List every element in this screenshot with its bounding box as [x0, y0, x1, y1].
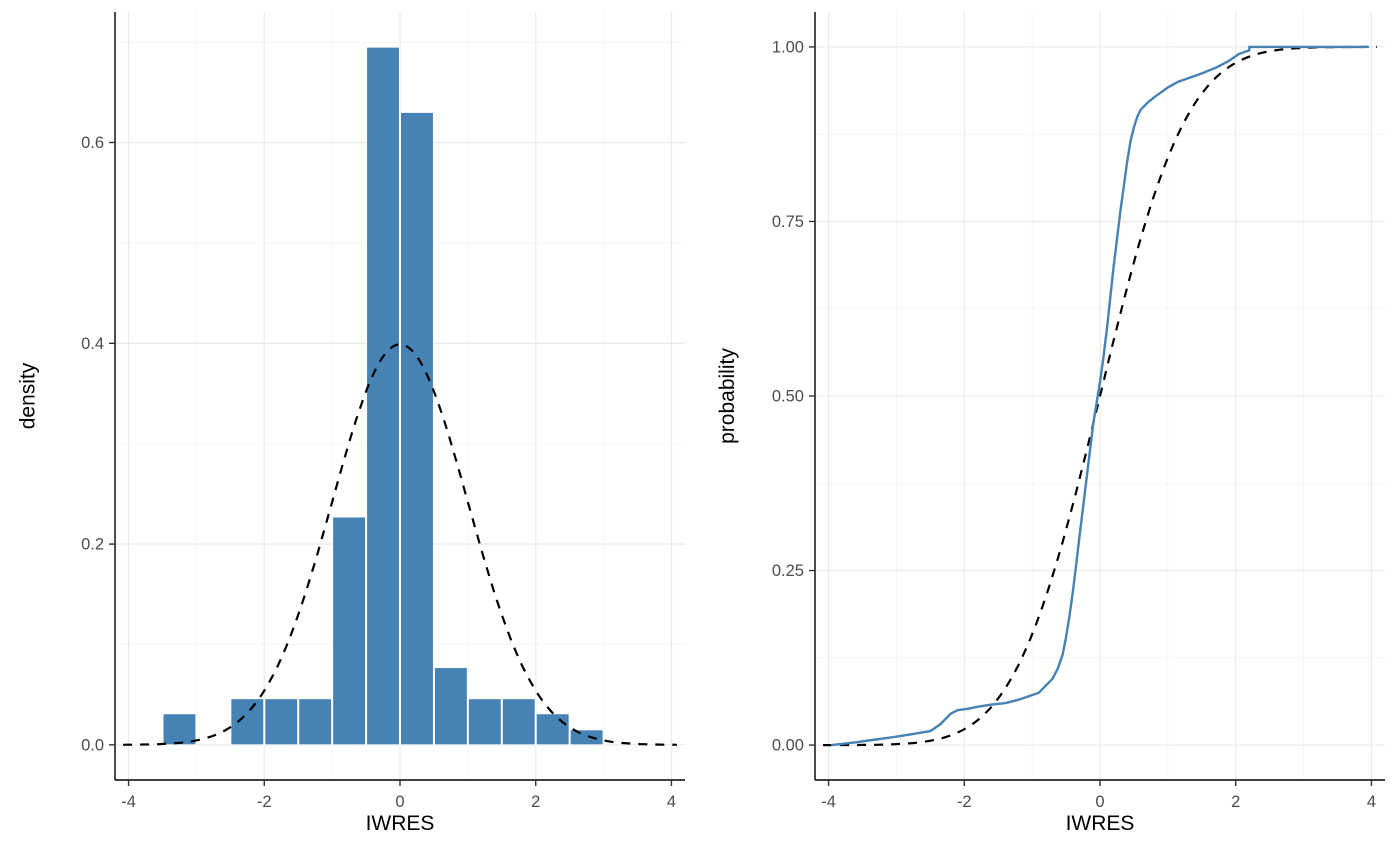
- y-tick-label: 0.2: [81, 536, 104, 554]
- histogram-bar: [366, 46, 401, 746]
- y-tick-label: 0.25: [772, 562, 804, 580]
- x-tick-label: 4: [667, 793, 676, 811]
- ecdf-panel: -4 -2 0 2 4 0.00 0.25 0.50 0.75 1.00 IWRES probab…: [700, 0, 1400, 866]
- x-axis-title: IWRES: [1065, 812, 1135, 835]
- x-tick-label: -4: [821, 793, 836, 811]
- histogram-bar: [162, 713, 197, 746]
- x-tick-label: 0: [1095, 793, 1104, 811]
- histogram-bar: [400, 111, 434, 746]
- x-tick-label: 4: [1367, 793, 1376, 811]
- y-axis-title-wrap: probability: [700, 12, 756, 780]
- y-tick-label: 0.4: [81, 335, 104, 353]
- x-axis-title: IWRES: [365, 812, 435, 835]
- y-axis-title: density: [16, 362, 40, 430]
- x-tick-label: 0: [395, 793, 404, 811]
- x-tick-label: -2: [257, 793, 272, 811]
- ecdf-plot-svg: -4 -2 0 2 4 0.00 0.25 0.50 0.75 1.00: [772, 12, 1385, 811]
- histogram-bar: [298, 698, 333, 746]
- histogram-bar: [230, 698, 265, 746]
- x-tick-label: 2: [1231, 793, 1240, 811]
- histogram-bar: [467, 698, 502, 746]
- y-tick-label: 0.75: [772, 213, 804, 231]
- histogram-bar: [501, 698, 536, 746]
- y-axis-title-wrap: density: [0, 12, 56, 780]
- histogram-bar: [535, 713, 570, 746]
- y-tick-label: 0.6: [81, 134, 104, 152]
- normal-density-reference-curve: [123, 343, 677, 746]
- y-tick-label: 1.00: [772, 38, 804, 56]
- histogram-bar: [569, 729, 604, 746]
- y-tick-label: 0.00: [772, 737, 804, 755]
- normal-cdf-reference-curve: [823, 45, 1377, 747]
- histogram-bar: [264, 698, 299, 746]
- x-tick-label: -4: [121, 793, 136, 811]
- ecdf-line: [830, 45, 1370, 747]
- y-tick-label: 0.0: [81, 736, 104, 754]
- y-tick-label: 0.50: [772, 388, 804, 406]
- y-axis-title: probability: [716, 348, 740, 444]
- histogram-bar: [433, 667, 468, 746]
- histogram-bar: [332, 516, 367, 746]
- x-tick-label: 2: [531, 793, 540, 811]
- histogram-density-panel: -4 -2 0 2 4 0.0 0.2 0.4 0.6 IWRES density: [0, 12, 685, 835]
- histogram-plot-svg: -4 -2 0 2 4 0.0 0.2 0.4 0.6: [81, 12, 685, 811]
- x-tick-label: -2: [957, 793, 972, 811]
